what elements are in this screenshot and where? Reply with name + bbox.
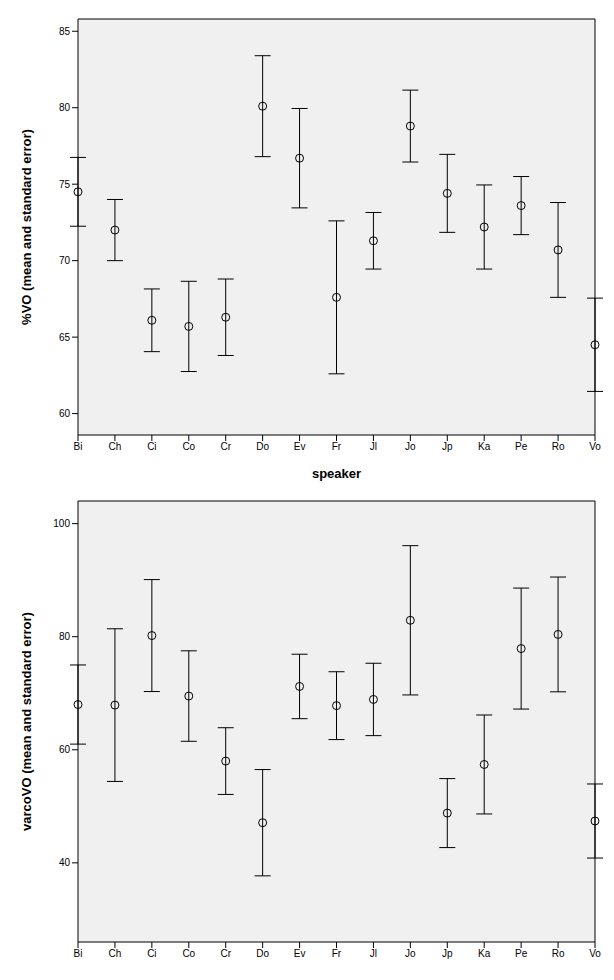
svg-text:Ev: Ev: [294, 441, 306, 452]
svg-text:Do: Do: [256, 948, 269, 959]
svg-text:Bi: Bi: [74, 948, 83, 959]
svg-text:varcoVO (mean and standard err: varcoVO (mean and standard error): [19, 612, 34, 831]
svg-text:80: 80: [59, 102, 71, 113]
svg-text:70: 70: [59, 255, 71, 266]
svg-text:Ci: Ci: [147, 441, 156, 452]
svg-text:Ro: Ro: [552, 441, 565, 452]
svg-text:Ka: Ka: [478, 441, 491, 452]
svg-text:Ka: Ka: [478, 948, 491, 959]
svg-text:Bi: Bi: [74, 441, 83, 452]
svg-text:Jo: Jo: [405, 948, 416, 959]
svg-text:Do: Do: [256, 441, 269, 452]
svg-text:Jp: Jp: [442, 441, 453, 452]
svg-text:Jl: Jl: [370, 441, 377, 452]
svg-text:Ch: Ch: [109, 441, 122, 452]
svg-text:speaker: speaker: [312, 466, 361, 481]
svg-text:Ch: Ch: [109, 948, 122, 959]
svg-text:Cr: Cr: [220, 441, 231, 452]
svg-text:Ev: Ev: [294, 948, 306, 959]
svg-text:60: 60: [59, 408, 71, 419]
svg-text:85: 85: [59, 26, 71, 37]
svg-text:Fr: Fr: [332, 441, 342, 452]
svg-text:Pe: Pe: [515, 441, 528, 452]
svg-text:100: 100: [53, 518, 70, 529]
svg-text:Jp: Jp: [442, 948, 453, 959]
svg-text:Ro: Ro: [552, 948, 565, 959]
svg-text:65: 65: [59, 332, 71, 343]
svg-text:Vo: Vo: [589, 948, 601, 959]
svg-text:Fr: Fr: [332, 948, 342, 959]
svg-text:%VO (mean and standard error): %VO (mean and standard error): [19, 129, 34, 325]
svg-text:Ci: Ci: [147, 948, 156, 959]
svg-text:Co: Co: [182, 441, 195, 452]
svg-text:Co: Co: [182, 948, 195, 959]
svg-text:Cr: Cr: [220, 948, 231, 959]
svg-text:40: 40: [59, 857, 71, 868]
svg-text:80: 80: [59, 631, 71, 642]
svg-text:Jo: Jo: [405, 441, 416, 452]
svg-text:Pe: Pe: [515, 948, 528, 959]
svg-text:75: 75: [59, 179, 71, 190]
svg-text:Vo: Vo: [589, 441, 601, 452]
svg-text:60: 60: [59, 744, 71, 755]
svg-text:Jl: Jl: [370, 948, 377, 959]
